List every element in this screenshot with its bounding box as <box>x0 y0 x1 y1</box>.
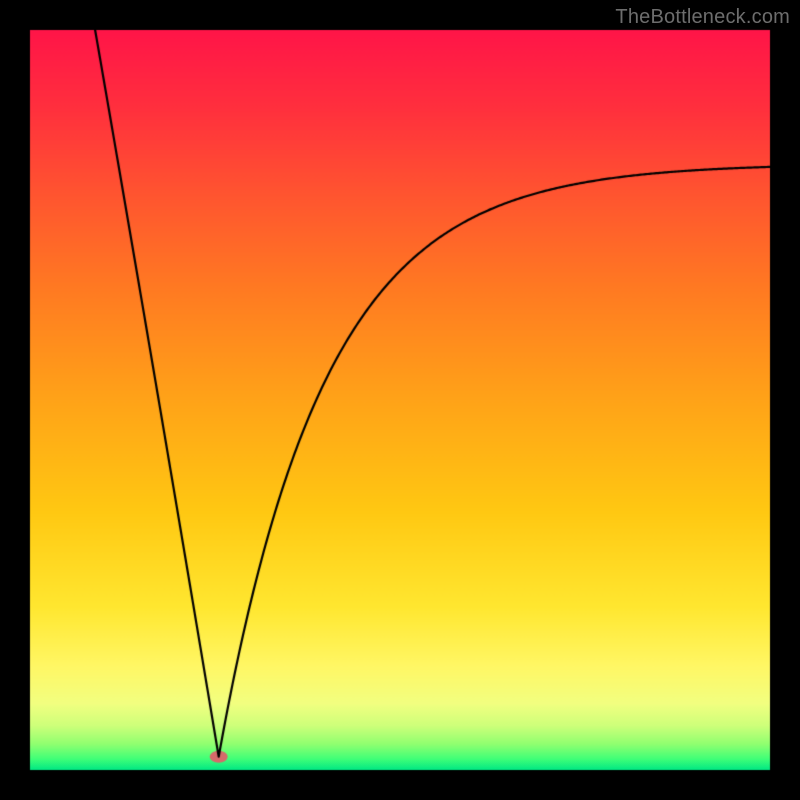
watermark-label: TheBottleneck.com <box>615 6 790 29</box>
bottleneck-chart <box>0 0 800 800</box>
